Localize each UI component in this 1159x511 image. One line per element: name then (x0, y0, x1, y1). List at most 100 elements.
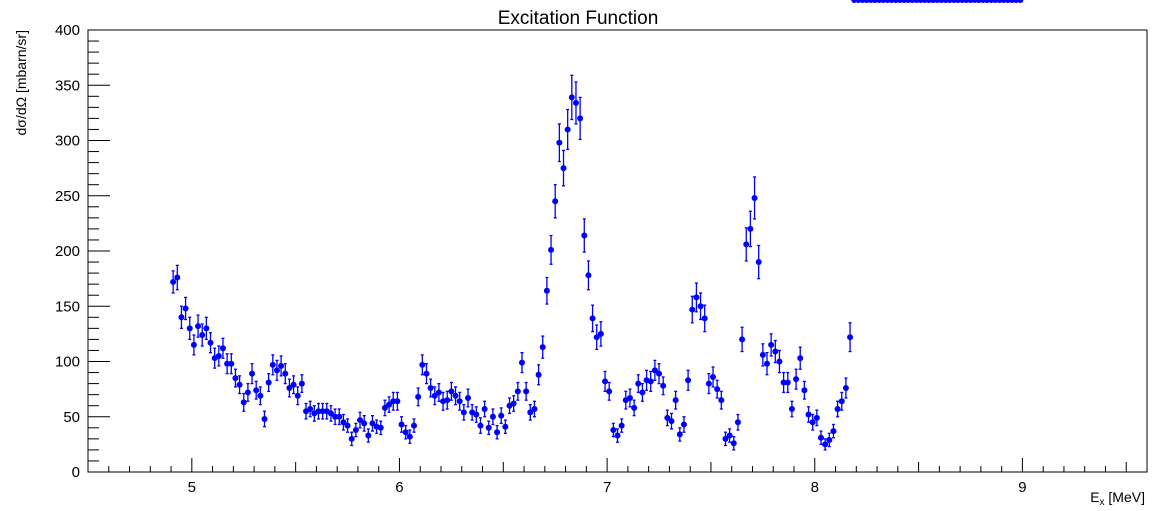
data-point (319, 402, 326, 420)
data-marker (610, 427, 617, 434)
data-point (788, 400, 795, 418)
data-point (548, 234, 555, 265)
data-point (498, 407, 505, 425)
data-marker (813, 414, 820, 421)
data-point (622, 390, 629, 410)
data-marker (257, 392, 264, 399)
data-point (460, 403, 467, 421)
data-point (784, 371, 791, 394)
data-point (543, 276, 550, 305)
data-point (323, 402, 330, 420)
data-marker (273, 367, 280, 374)
data-marker (219, 345, 226, 352)
data-marker (361, 420, 368, 427)
data-point (232, 368, 239, 388)
data-point (705, 373, 712, 395)
data-point (701, 304, 708, 333)
data-marker (327, 410, 334, 417)
data-point (589, 304, 596, 333)
data-marker (697, 303, 704, 310)
data-point (203, 316, 210, 341)
data-marker (656, 370, 663, 377)
data-point (813, 409, 820, 427)
data-point (697, 292, 704, 321)
data-point (577, 96, 584, 141)
data-marker (847, 334, 854, 341)
data-marker (249, 370, 256, 377)
data-marker (838, 398, 845, 405)
y-tick-label: 400 (55, 22, 80, 39)
data-point (597, 321, 604, 347)
data-marker (639, 389, 646, 396)
data-marker (473, 411, 480, 418)
data-point (286, 378, 293, 398)
data-point (514, 381, 521, 401)
data-marker (801, 387, 808, 394)
y-tick-label: 350 (55, 77, 80, 94)
data-point (390, 391, 397, 411)
data-point (411, 418, 418, 433)
data-marker (419, 361, 426, 368)
data-marker (780, 379, 787, 386)
data-point (352, 422, 359, 438)
data-point (826, 432, 833, 448)
data-marker (822, 441, 829, 448)
data-marker (336, 413, 343, 420)
data-marker (535, 371, 542, 378)
data-marker (261, 415, 268, 422)
data-point (402, 424, 409, 440)
data-marker (228, 360, 235, 367)
data-point (307, 400, 314, 418)
data-marker (776, 358, 783, 365)
data-point (406, 429, 413, 444)
data-marker (186, 325, 193, 332)
data-point (556, 123, 563, 163)
y-tick-label: 0 (72, 464, 80, 481)
data-marker (751, 194, 758, 201)
data-point (510, 395, 517, 412)
data-point (332, 408, 339, 426)
data-point (261, 410, 268, 428)
data-point (568, 74, 575, 121)
data-point (585, 260, 592, 291)
data-point (830, 423, 837, 439)
data-point (842, 377, 849, 399)
data-point (219, 337, 226, 359)
data-point (602, 370, 609, 392)
data-point (456, 391, 463, 411)
data-marker (527, 409, 534, 416)
data-marker (597, 330, 604, 337)
data-marker (452, 392, 459, 399)
data-marker (398, 421, 405, 428)
data-point (369, 414, 376, 432)
data-point (257, 386, 264, 406)
data-marker (676, 431, 683, 438)
data-point (572, 81, 579, 125)
data-point (755, 244, 762, 280)
x-axis-label-main: E (1090, 489, 1099, 505)
data-point (805, 406, 812, 423)
data-marker (423, 370, 430, 377)
data-point (199, 323, 206, 347)
data-point (618, 418, 625, 433)
data-point (693, 282, 700, 313)
data-point (423, 363, 430, 385)
data-marker (240, 399, 247, 406)
data-marker (826, 436, 833, 443)
data-point (282, 363, 289, 385)
data-point (365, 428, 372, 443)
data-point (535, 364, 542, 386)
data-point (386, 396, 393, 413)
data-marker (660, 382, 667, 389)
data-point (481, 400, 488, 418)
data-point (739, 326, 746, 353)
data-point (672, 390, 679, 410)
data-point (294, 386, 301, 406)
data-marker (647, 378, 654, 385)
data-marker (344, 422, 351, 429)
data-marker (489, 413, 496, 420)
data-marker (286, 385, 293, 392)
data-point (847, 322, 854, 353)
data-point (381, 399, 388, 417)
data-point (560, 149, 567, 187)
